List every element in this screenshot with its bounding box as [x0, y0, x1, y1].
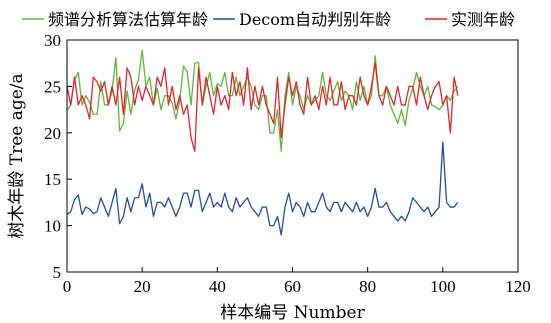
x-tick-label: 100 — [430, 277, 456, 296]
series-line-2 — [66, 141, 459, 236]
y-tick-label: 30 — [44, 31, 61, 50]
y-tick-label: 10 — [44, 217, 61, 236]
series-line-1 — [66, 49, 459, 153]
legend-label-2: Decom自动判别年龄 — [239, 10, 391, 29]
y-tick-label: 20 — [44, 124, 61, 143]
x-tick-label: 120 — [505, 277, 531, 296]
series-layer — [66, 49, 459, 236]
legend-label-3: 实测年龄 — [451, 10, 515, 29]
y-tick-label: 5 — [53, 263, 62, 282]
x-tick-label: 60 — [284, 277, 301, 296]
plot-frame — [66, 39, 519, 273]
series-line-3 — [66, 62, 459, 153]
y-tick-label: 15 — [44, 170, 61, 189]
y-axis-label: 树木年龄 Tree age/a — [7, 73, 27, 238]
legend-label-1: 频谱分析算法估算年龄 — [48, 10, 208, 29]
x-axis-label: 样本编号 Number — [220, 303, 365, 323]
x-tick-label: 0 — [63, 277, 72, 296]
x-tick-label: 40 — [209, 277, 226, 296]
y-tick-label: 25 — [44, 77, 61, 96]
x-tick-label: 20 — [134, 277, 151, 296]
legend: 频谱分析算法估算年龄 Decom自动判别年龄 实测年龄 — [22, 10, 515, 29]
x-tick-label: 80 — [359, 277, 376, 296]
axes-layer: 0 20 40 60 80 100 120 5 10 15 20 25 30 — [44, 31, 531, 296]
